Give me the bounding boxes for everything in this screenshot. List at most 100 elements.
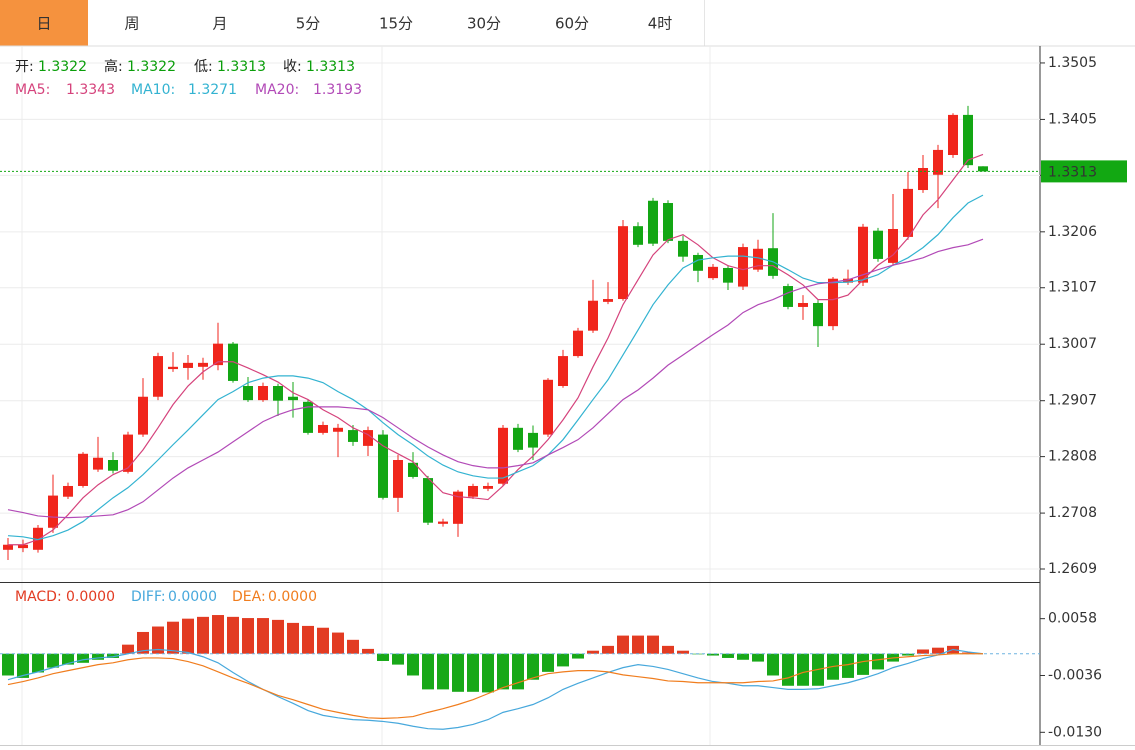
tab[interactable] xyxy=(176,0,264,46)
y-tick-label: 1.2708 xyxy=(1048,505,1097,521)
macd-bar xyxy=(542,653,554,672)
candle-body xyxy=(783,286,793,307)
macd-bar xyxy=(377,653,389,661)
y-tick-label: 1.2609 xyxy=(1048,561,1097,577)
candle-body xyxy=(153,356,163,397)
candle-body xyxy=(378,434,388,498)
candle-body xyxy=(258,386,268,401)
macd-bar xyxy=(932,647,944,654)
candle-body xyxy=(948,114,958,156)
tab-label[interactable]: 月 xyxy=(212,15,227,33)
tab[interactable] xyxy=(352,0,440,46)
macd-bar xyxy=(77,653,89,663)
tab[interactable] xyxy=(88,0,176,46)
macd-line xyxy=(7,648,984,730)
candle-body xyxy=(918,167,928,191)
y-tick-label: 1.3405 xyxy=(1048,111,1097,127)
candle-body xyxy=(303,401,313,433)
macd-bar xyxy=(272,619,284,654)
candle-body xyxy=(18,544,28,549)
macd-bar xyxy=(602,645,614,654)
y-tick-label: -0.0130 xyxy=(1048,724,1102,740)
candle-body xyxy=(498,427,508,484)
candle-body xyxy=(693,254,703,271)
macd-bar xyxy=(32,653,44,673)
macd-bar xyxy=(767,653,779,676)
candle-body xyxy=(33,527,43,550)
legend-value: 1.3193 xyxy=(313,82,362,98)
y-tick-label: -0.0036 xyxy=(1048,667,1102,683)
tab[interactable] xyxy=(528,0,616,46)
candle-body xyxy=(828,278,838,327)
tab-label[interactable]: 15分 xyxy=(379,15,413,33)
macd-bar xyxy=(707,653,719,656)
candle-body xyxy=(858,226,868,283)
macd-line xyxy=(7,653,983,720)
candle-body xyxy=(573,330,583,357)
tab-label[interactable]: 60分 xyxy=(555,15,589,33)
legend-value: 1.3322 xyxy=(127,59,176,75)
legend-value: 1.3313 xyxy=(217,59,266,75)
candle-body xyxy=(678,240,688,257)
candle-body xyxy=(963,114,973,166)
tab[interactable] xyxy=(0,0,88,46)
candle-body xyxy=(843,278,853,283)
tab[interactable] xyxy=(616,0,704,46)
candle-body xyxy=(933,149,943,175)
legend-label: 开: xyxy=(15,59,34,75)
macd-bar xyxy=(17,653,29,678)
macd-bar xyxy=(257,618,269,654)
candle-body xyxy=(633,226,643,245)
candle-body xyxy=(873,230,883,259)
legend-label: DIFF: xyxy=(131,589,166,605)
candle-body xyxy=(723,267,733,283)
legend-value: 0.0000 xyxy=(268,589,317,605)
legend-label: 高: xyxy=(104,58,123,75)
legend-value: 0.0000 xyxy=(168,589,217,605)
candle-body xyxy=(93,457,103,470)
tab-label[interactable]: 30分 xyxy=(467,15,501,33)
legend-label: 收: xyxy=(283,59,302,75)
candle-body xyxy=(528,432,538,448)
macd-bar xyxy=(2,653,14,676)
macd-bar xyxy=(632,635,644,654)
macd-bar xyxy=(737,653,749,660)
candle-body xyxy=(513,427,523,450)
macd-bar xyxy=(407,653,419,676)
macd-bar xyxy=(197,616,209,654)
macd-bar xyxy=(242,618,254,654)
macd-bar xyxy=(302,625,314,654)
tab-label[interactable]: 周 xyxy=(124,15,139,33)
y-tick-label: 0.0058 xyxy=(1048,611,1097,627)
candle-body xyxy=(438,521,448,524)
macd-bar xyxy=(332,632,344,654)
tab[interactable] xyxy=(440,0,528,46)
candle-body xyxy=(813,302,823,327)
tab-label[interactable]: 5分 xyxy=(296,15,321,33)
macd-bar xyxy=(557,653,569,667)
candle-body xyxy=(978,166,988,172)
plot: 1.35051.34051.33061.32061.31071.30071.29… xyxy=(0,55,1127,740)
macd-bar xyxy=(662,645,674,654)
macd-bar xyxy=(212,615,224,654)
macd-bar xyxy=(92,653,104,660)
candle-body xyxy=(138,396,148,435)
macd-bar xyxy=(482,653,494,693)
tab[interactable] xyxy=(264,0,352,46)
legend-label: MA5: xyxy=(15,82,50,98)
macd-bar xyxy=(527,653,539,680)
legend-label: MACD: xyxy=(15,589,62,605)
macd-bar xyxy=(437,653,449,690)
legend-label: MA20: xyxy=(255,82,299,98)
tab-label[interactable]: 日 xyxy=(36,15,51,33)
candle-body xyxy=(63,485,73,497)
candle-body xyxy=(393,460,403,498)
macd-bar xyxy=(782,653,794,686)
legend-value: 1.3313 xyxy=(306,59,355,75)
macd-bar xyxy=(392,653,404,665)
candle-body xyxy=(273,386,283,401)
candle-body xyxy=(603,299,613,302)
macd-bar xyxy=(497,653,509,690)
candle-body xyxy=(348,430,358,442)
tab-label[interactable]: 4时 xyxy=(648,15,673,33)
